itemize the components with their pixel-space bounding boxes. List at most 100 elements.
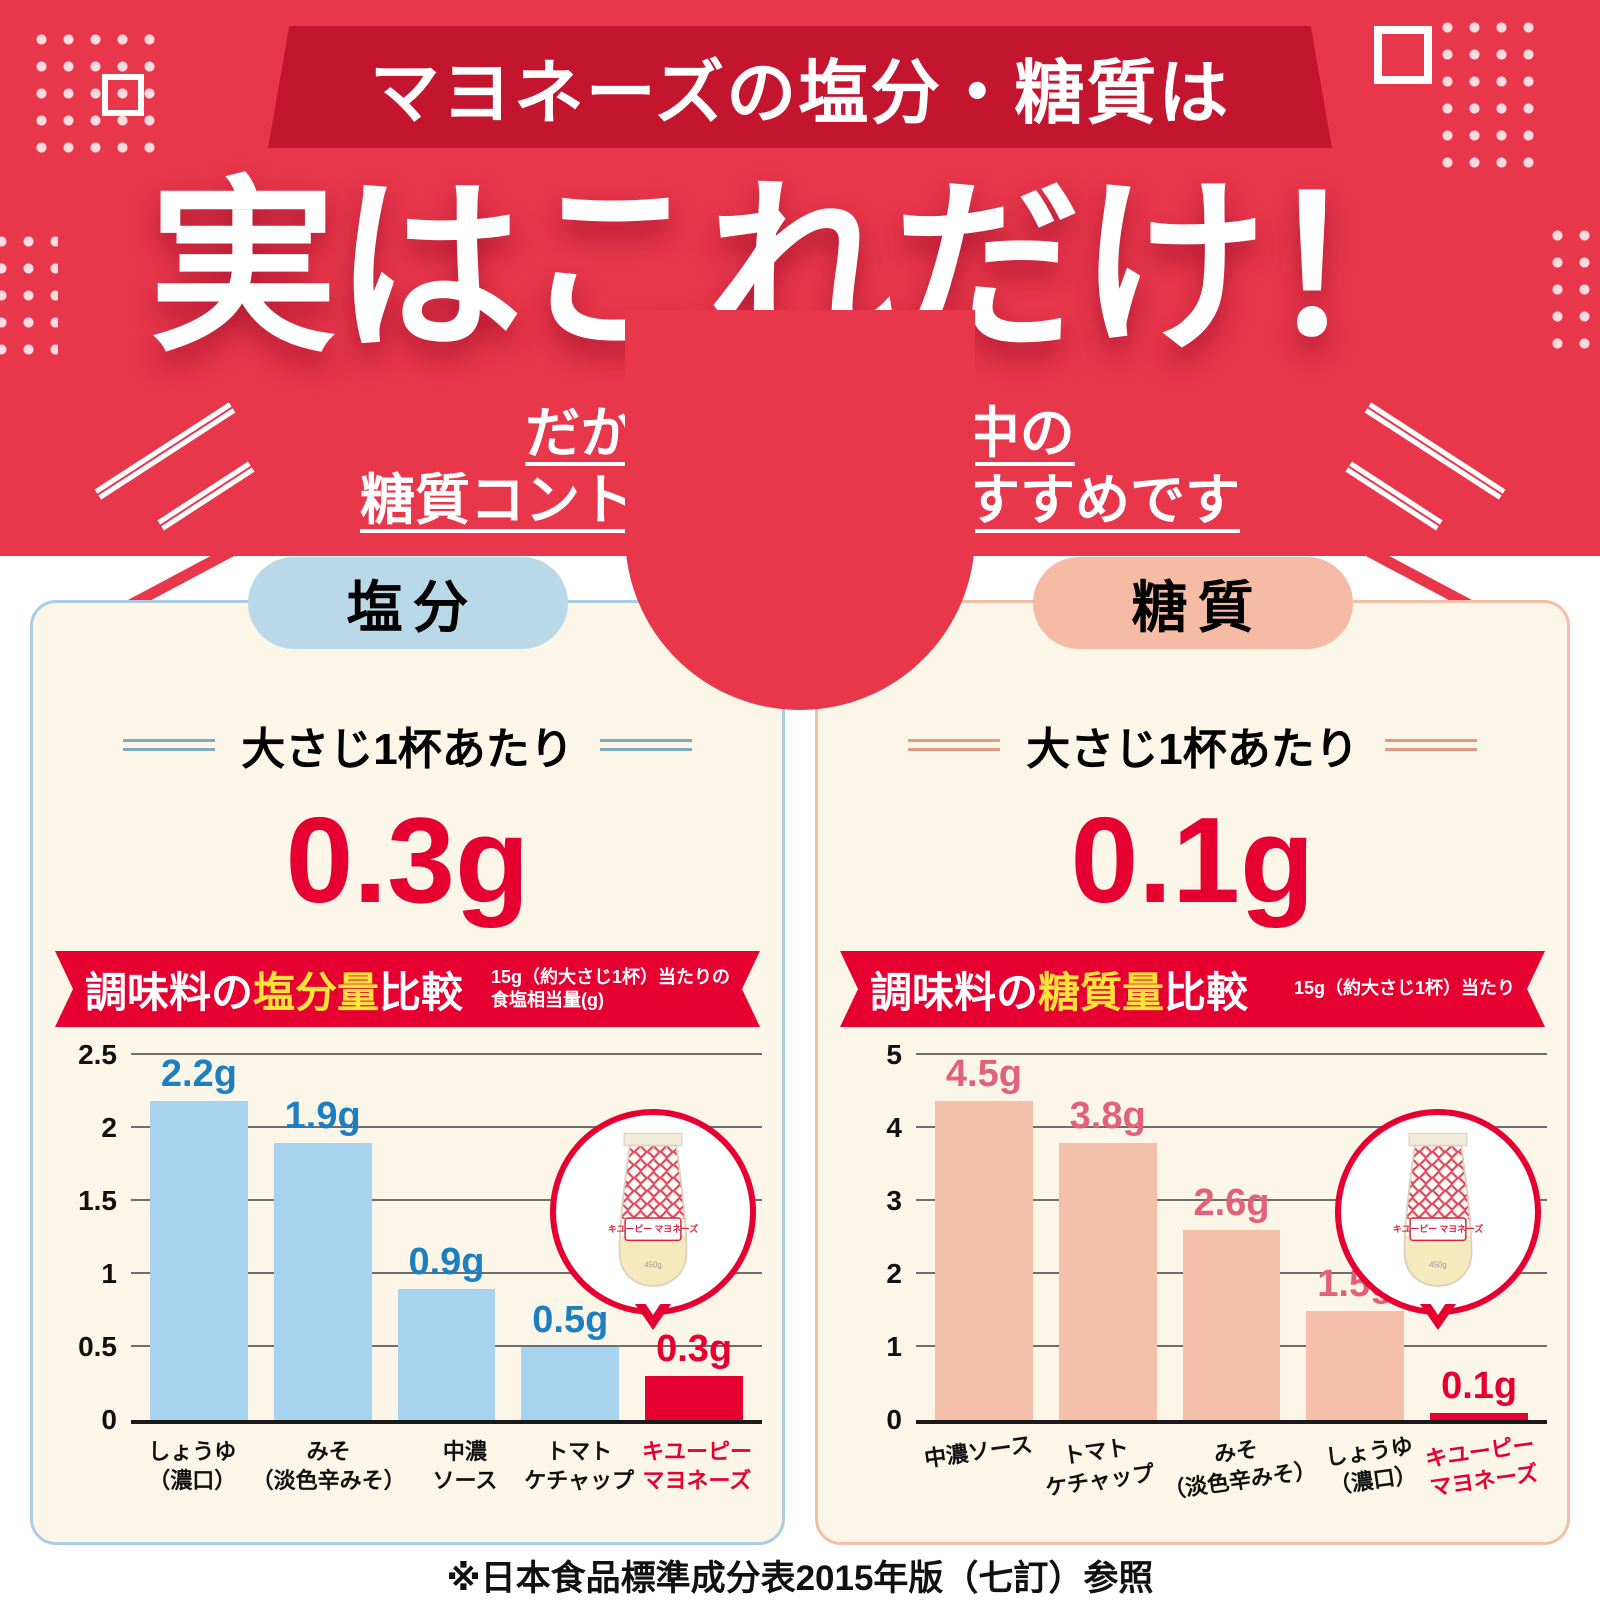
gridline: [131, 1199, 762, 1201]
y-axis-tick-label: 1: [886, 1331, 902, 1362]
bar-group: 1.9g: [273, 1055, 372, 1420]
category-label: みそ （淡色辛みそ）: [1161, 1436, 1318, 1504]
salt-amount: 0.3g: [285, 792, 530, 928]
banner-text: 比較: [1164, 968, 1249, 1016]
bar-value-label: 3.8g: [1069, 1094, 1146, 1137]
bar: [1182, 1230, 1281, 1420]
category-label: しょうゆ （濃口）: [1323, 1433, 1419, 1499]
double-line-decoration: [599, 739, 692, 751]
y-axis-tick-label: 2: [886, 1258, 902, 1289]
mayo-bottle-callout: キユーピー マヨネーズ 450g: [550, 1109, 756, 1330]
chart-plot-area: 4.5g 3.8g 2.6g 1.5g 0.1g キユーピー マヨネーズ: [886, 1041, 1547, 1434]
category-label: キユーピー マヨネーズ: [641, 1439, 752, 1493]
salt-badge: 塩分: [247, 557, 568, 649]
y-axis-tick-label: 2.5: [78, 1039, 117, 1070]
category-label: みそ （淡色辛みそ）: [251, 1439, 406, 1493]
double-line-decoration: [1384, 739, 1477, 751]
bar: [1058, 1142, 1157, 1420]
banner-text: 調味料の: [85, 968, 254, 1016]
bar: [1430, 1412, 1528, 1420]
hero-curve-decoration: [625, 310, 975, 710]
chart-category-labels: しょうゆ （濃口） みそ （淡色辛みそ） 中濃 ソース トマト ケチャップ キユーピー マヨネーズ: [131, 1438, 762, 1495]
y-axis-tick-label: 1: [101, 1258, 117, 1289]
y-axis-tick-label: 5: [886, 1039, 902, 1070]
banner-highlight-text: 塩分量: [253, 968, 380, 1016]
y-axis-tick-label: 2: [101, 1112, 117, 1143]
chart-category-labels: 中濃ソース トマト ケチャップ みそ （淡色辛みそ） しょうゆ （濃口） キユーピー マヨネーズ: [916, 1432, 1547, 1503]
y-axis-tick-label: 0: [886, 1404, 902, 1435]
mayo-bottle-callout: キユーピー マヨネーズ 450g: [1335, 1109, 1541, 1330]
bar-value-label: 1.9g: [284, 1094, 361, 1137]
gridline: [131, 1272, 762, 1274]
bar: [1306, 1310, 1405, 1420]
sugar-panel: 糖質 大さじ1杯あたり 0.1g 調味料の糖質量比較 15g（約大さじ1杯）当た…: [815, 557, 1570, 1545]
bar: [645, 1376, 743, 1420]
sugar-chart-title: 調味料の糖質量比較: [870, 959, 1248, 1020]
chart-plot-area: 2.2g 1.9g 0.9g 0.5g 0.3g キユーピー マヨネーズ: [78, 1041, 762, 1434]
bottle-brand-text: キユーピー マヨネーズ: [1393, 1223, 1483, 1234]
salt-serving-size: 大さじ1杯あたり: [33, 713, 782, 777]
y-axis-tick-label: 1.5: [78, 1185, 117, 1216]
category-label: トマト ケチャップ: [1043, 1434, 1156, 1500]
category-label: トマト ケチャップ: [524, 1439, 634, 1493]
bar-value-label: 2.6g: [1193, 1182, 1270, 1225]
bar-group: 0.3g: [645, 1055, 743, 1420]
dot-grid-decoration: [1434, 14, 1546, 178]
chart-bars: 2.2g 1.9g 0.9g 0.5g 0.3g: [131, 1055, 762, 1420]
bar-group: 1.5g: [1306, 1055, 1405, 1420]
category-label: 中濃ソース: [922, 1431, 1035, 1472]
y-axis-tick-label: 3: [886, 1185, 902, 1216]
hero-section: マヨネーズの塩分・糖質は 実はこれだけ！ だからダイエット中の 糖質コントロール…: [0, 0, 1600, 556]
mayo-bottle-illustration: キユーピー マヨネーズ 450g: [608, 1132, 698, 1287]
bar-value-label: 2.2g: [160, 1053, 237, 1095]
category-label: しょうゆ （濃口）: [148, 1439, 237, 1493]
square-decoration: [102, 74, 144, 116]
bar-group: 0.9g: [397, 1055, 496, 1420]
bar-group: 3.8g: [1058, 1055, 1157, 1420]
y-axis-tick-label: 0: [101, 1404, 117, 1435]
bar: [150, 1101, 248, 1420]
chart-bars: 4.5g 3.8g 2.6g 1.5g 0.1g: [916, 1055, 1547, 1420]
salt-chart-unit-note: 15g（約大さじ1杯）当たりの 食塩相当量(g): [491, 966, 730, 1013]
sugar-badge: 糖質: [1032, 557, 1353, 649]
salt-chart-title: 調味料の塩分量比較: [85, 959, 463, 1020]
y-axis-tick-label: 4: [886, 1112, 902, 1143]
bar-value-label: 0.3g: [656, 1328, 733, 1371]
gridline: [131, 1126, 762, 1128]
bar-value-label: 0.9g: [408, 1240, 485, 1283]
gridline: [916, 1053, 1547, 1055]
banner-highlight-text: 糖質量: [1038, 968, 1165, 1016]
sugar-serving-size: 大さじ1杯あたり: [818, 713, 1567, 777]
bottle-brand-text: キユーピー マヨネーズ: [608, 1223, 698, 1234]
dot-grid-decoration: [0, 228, 58, 364]
bar: [273, 1142, 372, 1420]
sugar-amount: 0.1g: [1070, 792, 1315, 928]
source-note: ※日本食品標準成分表2015年版（七訂）参照: [446, 1559, 1154, 1598]
salt-serving-label: 大さじ1杯あたり: [241, 725, 574, 774]
double-line-decoration: [123, 739, 216, 751]
banner-text: 調味料の: [870, 968, 1039, 1016]
bar-value-label: 4.5g: [945, 1053, 1022, 1095]
unit-note-line: 食塩相当量(g): [490, 990, 604, 1010]
banner-text: 比較: [379, 968, 464, 1016]
unit-note-line: 15g（約大さじ1杯）当たりの: [490, 966, 730, 987]
ribbon-text: マヨネーズの塩分・糖質は: [369, 53, 1231, 132]
gridline: [131, 1053, 762, 1055]
dot-grid-decoration: [1544, 222, 1600, 358]
bar-group: 0.1g: [1430, 1055, 1528, 1420]
salt-panel: 塩分 大さじ1杯あたり 0.3g 調味料の塩分量比較 15g（約大さじ1杯）当た…: [30, 557, 785, 1545]
bar-value-label: 0.5g: [532, 1299, 609, 1341]
bar: [397, 1288, 496, 1420]
bottle-size-text: 450g: [1429, 1260, 1447, 1269]
callout-pointer-inner: [643, 1300, 663, 1315]
sugar-chart-title-banner: 調味料の糖質量比較 15g（約大さじ1杯）当たり: [840, 951, 1545, 1027]
sugar-bar-chart: 4.5g 3.8g 2.6g 1.5g 0.1g キユーピー マヨネーズ: [836, 1041, 1547, 1503]
ribbon-banner: マヨネーズの塩分・糖質は: [268, 26, 1332, 148]
mayo-bottle-illustration: キユーピー マヨネーズ 450g: [1393, 1132, 1483, 1287]
gridline: [916, 1126, 1547, 1128]
salt-chart-title-banner: 調味料の塩分量比較 15g（約大さじ1杯）当たりの 食塩相当量(g): [55, 951, 760, 1027]
bottle-size-text: 450g: [644, 1260, 662, 1269]
double-line-decoration: [908, 739, 1001, 751]
callout-pointer-inner: [1428, 1300, 1448, 1315]
